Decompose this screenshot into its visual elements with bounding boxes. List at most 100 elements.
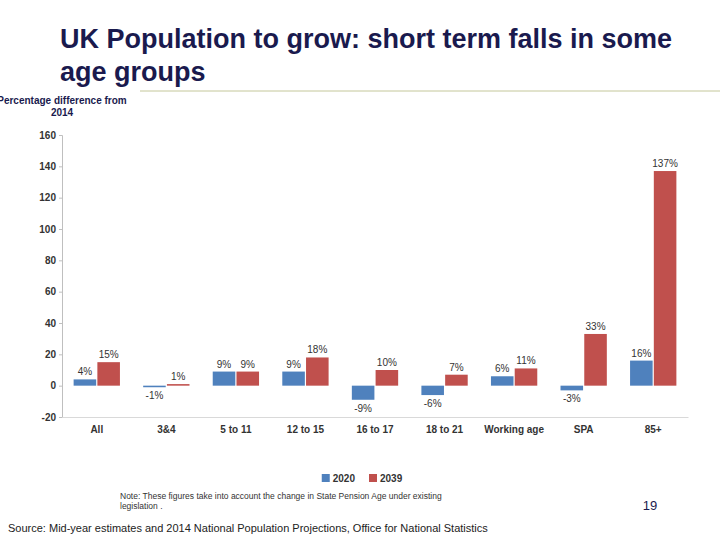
text-line: UK Population to grow: short term falls … — [60, 24, 672, 54]
x-tick-label: SPA — [574, 424, 594, 435]
bar — [236, 372, 259, 386]
y-tick-mark — [59, 323, 62, 324]
x-tick-label: Working age — [484, 424, 544, 435]
legend-item: 2020 — [322, 473, 356, 484]
text-line: legislation . — [120, 501, 163, 511]
y-tick-mark — [59, 260, 62, 261]
x-tick-label: All — [90, 424, 103, 435]
y-tick-label: 20 — [45, 349, 57, 360]
bar — [97, 362, 120, 386]
y-tick-label: 80 — [45, 255, 57, 266]
text-line: age groups — [60, 57, 206, 87]
legend-item: 2039 — [369, 473, 403, 484]
data-label: 6% — [495, 363, 510, 374]
data-label: 9% — [241, 359, 256, 370]
y-axis-line — [59, 136, 63, 418]
data-label: -3% — [563, 393, 581, 404]
bar — [167, 384, 190, 386]
y-tick-mark — [59, 386, 62, 387]
data-label: 137% — [652, 158, 678, 169]
data-label: 9% — [217, 359, 232, 370]
y-tick-mark — [59, 292, 62, 293]
bar — [445, 375, 468, 386]
title: UK Population to grow: short term falls … — [60, 24, 672, 87]
x-tick: 5 to 11 — [220, 417, 252, 435]
legend-label: 2039 — [380, 473, 403, 484]
y-tick: -20 — [42, 412, 62, 423]
y-tick-mark — [59, 166, 62, 167]
y-tick: 20 — [45, 349, 62, 360]
y-tick: 160 — [39, 130, 62, 141]
x-tick-label: 16 to 17 — [356, 424, 394, 435]
text-line: Percentage difference from — [0, 95, 127, 106]
x-tick: Working age — [484, 417, 544, 435]
x-tick: 18 to 21 — [426, 417, 464, 435]
y-tick-label: 100 — [39, 224, 56, 235]
data-label: 33% — [586, 321, 606, 332]
note: Note: These figures take into account th… — [120, 491, 442, 511]
y-tick-label: 160 — [39, 130, 56, 141]
y-tick: 140 — [39, 161, 62, 172]
legend-label: 2020 — [333, 473, 356, 484]
x-axis: All 3&4 5 to 11 12 to 15 16 to 17 18 to 21 Wor… — [63, 417, 689, 435]
data-label: -1% — [146, 390, 164, 401]
bar — [376, 370, 399, 386]
y-tick-label: 60 — [45, 286, 57, 297]
data-label: 4% — [78, 366, 93, 377]
x-tick: SPA — [574, 417, 594, 435]
x-tick-label: 3&4 — [157, 424, 176, 435]
chart-container: UK Population to grow: short term falls … — [0, 0, 720, 540]
legend-swatch — [322, 474, 330, 482]
bar — [491, 376, 514, 385]
y-tick: 0 — [50, 380, 62, 391]
data-label: -9% — [354, 403, 372, 414]
y-tick-mark — [59, 354, 62, 355]
y-tick-label: 140 — [39, 161, 56, 172]
data-label: 11% — [516, 355, 535, 366]
data-label: 9% — [286, 359, 301, 370]
bar — [654, 171, 677, 386]
y-axis: -20 0 20 40 60 80 100 120 140 160 — [39, 130, 62, 423]
page-number: 19 — [643, 498, 657, 513]
bars — [74, 171, 677, 400]
x-tick-label: 12 to 15 — [287, 424, 325, 435]
y-tick-label: 0 — [50, 380, 56, 391]
x-tick-label: 5 to 11 — [220, 424, 252, 435]
bar — [515, 368, 538, 385]
y-tick-mark — [59, 135, 62, 136]
legend: 2020 2039 — [322, 473, 403, 484]
bar — [352, 386, 375, 400]
y-tick: 60 — [45, 286, 62, 297]
y-tick-label: -20 — [42, 412, 57, 423]
bar — [306, 357, 329, 385]
chart-svg: UK Population to grow: short term falls … — [0, 0, 720, 540]
bar — [421, 386, 444, 395]
x-tick-label: 85+ — [645, 424, 662, 435]
x-tick: 3&4 — [157, 417, 176, 435]
bar — [282, 372, 305, 386]
y-tick: 40 — [45, 318, 62, 329]
y-tick-label: 120 — [39, 192, 56, 203]
y-axis-title: Percentage difference from2014 — [0, 95, 127, 118]
x-tick-label: 18 to 21 — [426, 424, 464, 435]
bar — [213, 372, 236, 386]
y-tick: 80 — [45, 255, 62, 266]
y-tick-mark — [59, 417, 62, 418]
data-label: -6% — [424, 398, 442, 409]
x-tick: 16 to 17 — [356, 417, 394, 435]
bar — [630, 361, 653, 386]
bar — [143, 386, 166, 388]
data-label: 18% — [307, 344, 327, 355]
data-label: 7% — [449, 362, 464, 373]
y-tick: 120 — [39, 192, 62, 203]
x-tick: 12 to 15 — [287, 417, 325, 435]
text-line: 2014 — [51, 107, 74, 118]
x-tick: All — [90, 417, 103, 435]
legend-swatch — [369, 474, 377, 482]
text-line: Note: These figures take into account th… — [120, 491, 442, 501]
data-label: 1% — [171, 371, 186, 382]
title-rule — [140, 91, 720, 92]
x-tick: 85+ — [645, 417, 662, 435]
data-labels: 4%-1%9%9%-9%-6%6%-3%16%15%1%9%18%10%7%11… — [78, 158, 678, 414]
bar — [561, 386, 584, 391]
